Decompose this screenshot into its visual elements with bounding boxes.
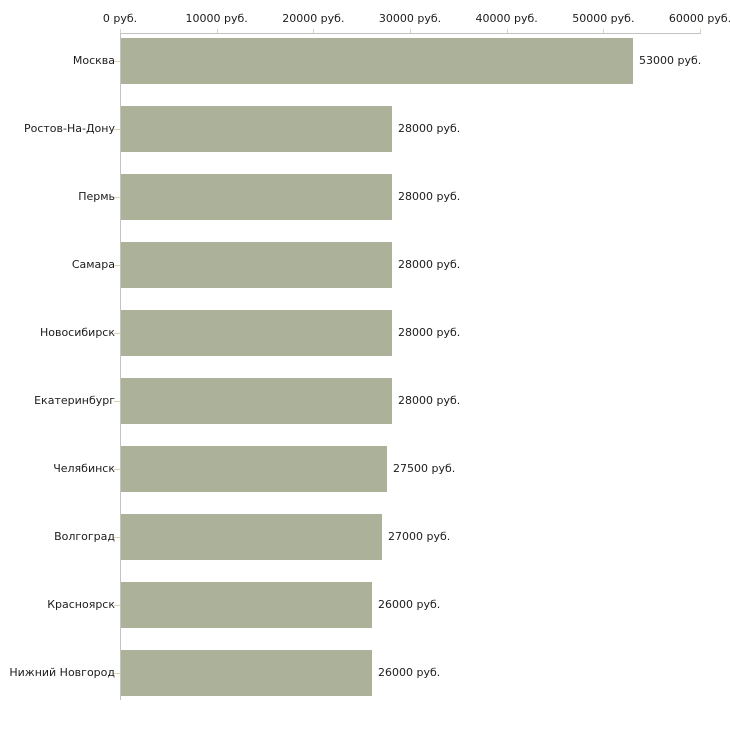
category-tick-mark — [114, 333, 120, 334]
category-tick-mark — [114, 673, 120, 674]
x-tick-mark — [313, 29, 315, 33]
category-tick-mark — [114, 537, 120, 538]
x-tick-mark — [410, 29, 411, 33]
category-label: Самара — [71, 258, 115, 271]
category-label: Екатеринбург — [34, 394, 115, 407]
x-tick-mark — [216, 29, 218, 33]
bar-value-label: 28000 руб. — [398, 394, 461, 407]
bar — [121, 582, 372, 628]
category-tick-mark — [114, 61, 120, 62]
x-tick-label: 30000 руб. — [378, 12, 442, 25]
x-tick-mark — [603, 29, 605, 33]
x-tick-mark — [120, 29, 121, 33]
category-label: Новосибирск — [39, 326, 115, 339]
category-label: Ростов-На-Дону — [23, 122, 115, 135]
bar-value-label: 28000 руб. — [398, 190, 461, 203]
x-tick-label: 40000 руб. — [475, 12, 538, 25]
y-axis-line — [120, 33, 121, 700]
bar-value-label: 27500 руб. — [393, 462, 456, 475]
category-tick-mark — [114, 129, 120, 130]
x-tick-label: 0 руб. — [102, 12, 138, 25]
x-tick-label: 10000 руб. — [185, 12, 248, 25]
bar — [121, 446, 387, 492]
bar — [121, 242, 392, 288]
category-tick-mark — [114, 197, 120, 198]
x-axis-line — [120, 33, 701, 34]
bar — [121, 106, 392, 152]
category-tick-mark — [114, 469, 120, 470]
category-label: Красноярск — [47, 598, 115, 611]
bar — [121, 514, 382, 560]
bar — [121, 38, 633, 84]
bar-value-label: 28000 руб. — [398, 122, 461, 135]
category-label: Нижний Новгород — [9, 666, 115, 679]
bar — [121, 378, 392, 424]
bar-value-label: 28000 руб. — [398, 258, 461, 271]
x-tick-label: 50000 руб. — [572, 12, 635, 25]
x-tick-mark — [506, 29, 508, 33]
bar — [121, 650, 372, 696]
category-label: Челябинск — [53, 462, 115, 475]
bar-value-label: 28000 руб. — [398, 326, 461, 339]
x-tick-label: 20000 руб. — [282, 12, 345, 25]
category-label: Пермь — [78, 190, 115, 203]
category-tick-mark — [114, 605, 120, 606]
category-tick-mark — [114, 265, 120, 266]
category-label: Москва — [72, 54, 115, 67]
bar-value-label: 27000 руб. — [388, 530, 451, 543]
bar-value-label: 26000 руб. — [378, 666, 441, 679]
category-label: Волгоград — [54, 530, 115, 543]
x-tick-label: 60000 руб. — [668, 12, 730, 25]
bar-value-label: 26000 руб. — [378, 598, 441, 611]
category-tick-mark — [114, 401, 120, 402]
bar — [121, 174, 392, 220]
bar-value-label: 53000 руб. — [639, 54, 702, 67]
x-tick-mark — [700, 29, 701, 33]
bar — [121, 310, 392, 356]
